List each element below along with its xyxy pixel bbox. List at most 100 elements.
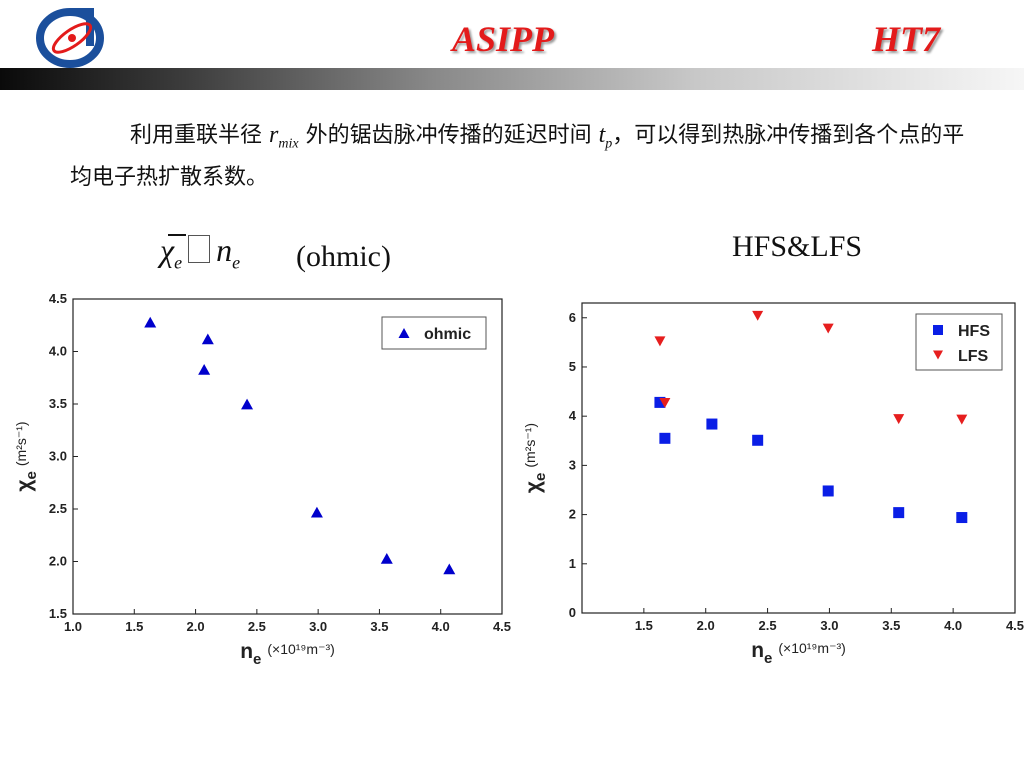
lfs-data-point	[752, 310, 764, 321]
x-tick-label: 3.5	[370, 619, 388, 634]
x-tick-label: 2.5	[759, 618, 777, 633]
x-tick-label: 2.0	[697, 618, 715, 633]
y-tick-label: 0	[569, 605, 576, 620]
x-axis-label-unit: (×10¹⁹m⁻³)	[267, 641, 334, 657]
y-axis-label-main: χ	[525, 481, 545, 493]
y-tick-label: 5	[569, 359, 576, 374]
hfs-lfs-chi-vs-ne-chart: 1.5 2.0 2.5 3.0 3.5 4.0 4.50123456ne(×10¹⁹m⁻³)…	[525, 302, 1024, 667]
y-axis-label-unit: (m²s⁻¹)	[13, 421, 29, 466]
ohmic-data-point	[380, 552, 393, 564]
x-tick-label: 1.5	[635, 618, 653, 633]
y-axis-label-sub: e	[532, 473, 549, 481]
y-tick-label: 3	[569, 457, 576, 472]
header-title-asipp: ASIPP	[452, 19, 555, 59]
header-gradient-bar	[0, 68, 1024, 90]
y-tick-label: 3.5	[49, 396, 67, 411]
legend-lfs-marker	[933, 350, 943, 360]
r-subscript: mix	[278, 136, 299, 152]
x-tick-label: 3.0	[820, 618, 838, 633]
legend-hfs-label: HFS	[958, 323, 990, 340]
t-subscript: p	[605, 136, 613, 152]
t-symbol: t	[598, 122, 606, 148]
intro-text-middle: 外的锯齿脉冲传播的延迟时间	[305, 123, 592, 148]
y-tick-label: 4.5	[49, 291, 67, 306]
x-tick-label: 1.0	[64, 619, 82, 634]
y-tick-label: 4	[569, 408, 577, 423]
hfs-data-point	[822, 485, 834, 497]
legend-box	[915, 313, 1003, 371]
x-axis-label-main: n	[751, 639, 764, 662]
x-axis-label: ne (×10¹⁹m⁻³)	[751, 639, 846, 667]
ohmic-condition-label: (ohmic)	[296, 240, 391, 273]
hfs-lfs-caption: HFS&LFS	[732, 230, 863, 263]
x-tick-label: 3.5	[882, 618, 900, 633]
x-tick-label: 2.5	[248, 619, 266, 634]
legend-ohmic-label: ohmic	[424, 326, 471, 343]
x-axis-label-sub: e	[764, 650, 772, 667]
hfs-data-point	[752, 434, 764, 446]
x-axis-label-main: n	[240, 640, 253, 663]
legend-lfs-label: LFS	[958, 348, 989, 365]
hfs-data-point	[706, 418, 718, 430]
y-tick-label: 3.0	[49, 449, 67, 464]
x-tick-label: 4.0	[432, 619, 450, 634]
chi-symbol: χ	[160, 232, 175, 268]
series-hfs	[654, 396, 968, 524]
x-tick-label: 4.5	[493, 619, 511, 634]
n-symbol: n	[216, 232, 233, 268]
x-tick-label: 4.5	[1006, 618, 1024, 633]
ohmic-data-point	[443, 563, 456, 575]
x-tick-label: 2.0	[187, 619, 205, 634]
y-tick-label: 1	[569, 556, 576, 571]
intro-text-after: ，可以得到热脉冲传播到各个点的平均电子热扩散系数。	[70, 123, 965, 191]
legend-ohmic-marker	[398, 328, 410, 338]
chi-overbar	[168, 234, 186, 236]
lfs-data-point	[654, 336, 666, 347]
lfs-data-point	[659, 397, 671, 408]
x-tick-label: 4.0	[944, 618, 962, 633]
hfs-data-point	[893, 507, 905, 519]
x-axis-label-unit: (×10¹⁹m⁻³)	[778, 640, 845, 656]
y-tick-label: 1.5	[49, 606, 67, 621]
series-lfs	[654, 310, 968, 425]
y-axis-label-sub: e	[23, 471, 40, 479]
hfs-data-point	[956, 512, 968, 524]
y-tick-label: 2.0	[49, 554, 67, 569]
ohmic-data-point	[198, 363, 211, 375]
y-axis-label-unit: (m²s⁻¹)	[525, 423, 538, 468]
y-axis-label: χe (m²s⁻¹)	[13, 421, 40, 491]
legend-hfs-marker	[933, 325, 943, 335]
legend: HFS LFS	[915, 313, 1003, 371]
header-title-ht7: HT7	[872, 19, 940, 59]
relation-box-icon	[188, 235, 211, 263]
hfs-data-point	[659, 432, 671, 444]
series-ohmic	[144, 316, 456, 575]
lfs-data-point	[893, 414, 905, 425]
r-symbol: r	[269, 122, 279, 148]
plot-frame	[581, 302, 1016, 614]
y-tick-label: 2	[569, 507, 576, 522]
x-tick-label: 1.5	[125, 619, 143, 634]
ohmic-data-point	[310, 506, 323, 518]
asipp-logo-icon	[36, 8, 104, 68]
y-tick-label: 4.0	[49, 344, 67, 359]
x-axis-label: ne (×10¹⁹m⁻³)	[240, 640, 335, 668]
ohmic-data-point	[201, 333, 214, 345]
y-axis-label: χe (m²s⁻¹)	[525, 423, 549, 493]
n-subscript: e	[232, 252, 241, 273]
lfs-data-point	[956, 414, 968, 425]
ohmic-data-point	[144, 316, 157, 328]
y-tick-label: 2.5	[49, 501, 67, 516]
lfs-data-point	[822, 323, 834, 334]
x-tick-label: 3.0	[309, 619, 327, 634]
intro-text-before: 利用重联半径	[130, 123, 263, 148]
x-axis-label-sub: e	[253, 651, 261, 668]
hfs-data-point	[654, 396, 666, 408]
y-axis-label-main: χ	[13, 479, 36, 491]
chi-ne-formula: χe ne	[160, 232, 240, 273]
intro-paragraph: 利用重联半径 rmix 外的锯齿脉冲传播的延迟时间 tp，可以得到热脉冲传播到各…	[70, 118, 970, 195]
legend: ohmic	[381, 316, 487, 350]
chi-subscript: e	[174, 252, 183, 273]
y-tick-label: 6	[569, 310, 576, 325]
ohmic-data-point	[241, 398, 254, 410]
